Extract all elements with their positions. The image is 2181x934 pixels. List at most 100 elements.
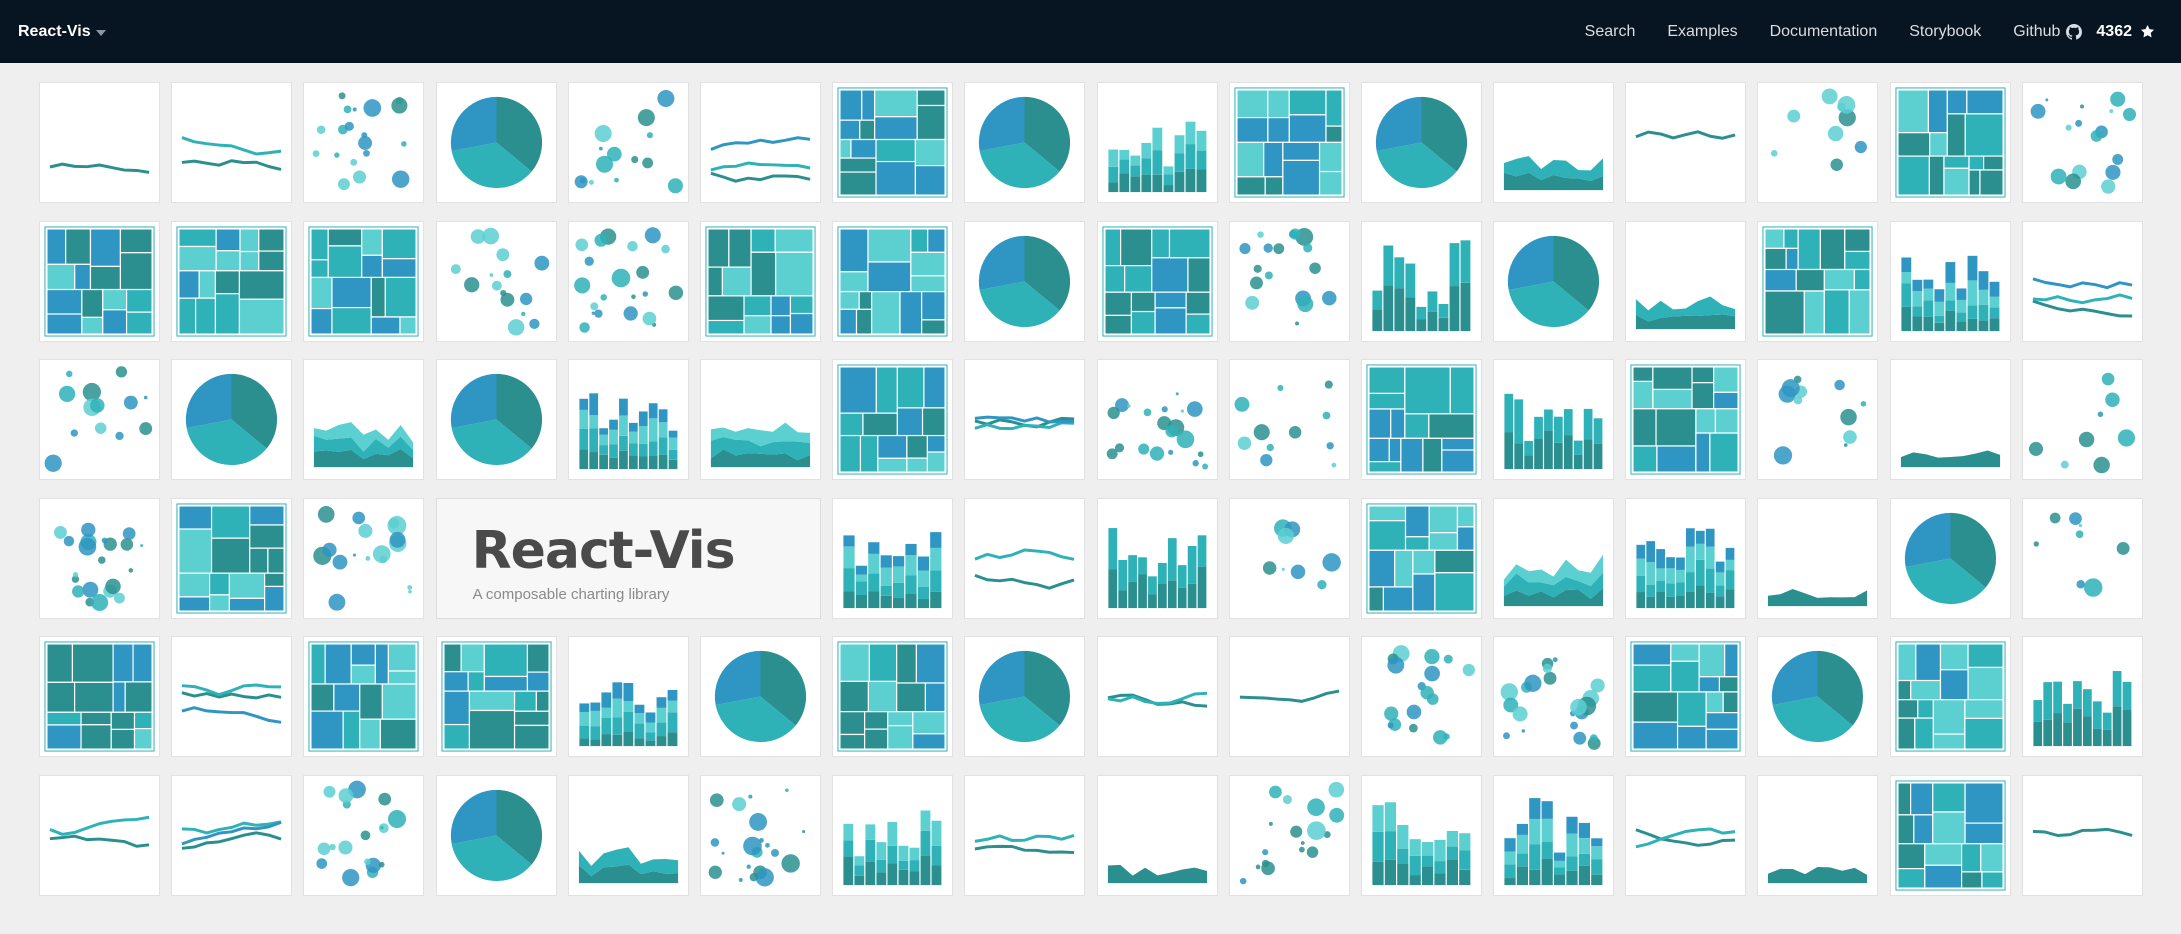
example-tile-treemap-chart[interactable]	[1228, 82, 1350, 203]
example-tile-treemap-chart[interactable]	[1360, 359, 1482, 480]
example-tile-treemap-chart[interactable]	[832, 220, 954, 342]
example-tile-line-chart[interactable]	[964, 497, 1086, 619]
example-tile-scatter-chart[interactable]	[2021, 359, 2143, 480]
example-tile-bar-chart[interactable]	[832, 497, 954, 619]
example-tile-bar-chart[interactable]	[1493, 359, 1615, 480]
example-tile-line-chart[interactable]	[964, 774, 1086, 896]
nav-storybook[interactable]: Storybook	[1909, 22, 1982, 40]
example-tile-line-chart[interactable]	[699, 82, 821, 203]
example-tile-bar-chart[interactable]	[2021, 636, 2143, 757]
example-tile-area-chart[interactable]	[699, 359, 821, 480]
brand-logo[interactable]: React-Vis	[18, 23, 91, 40]
example-tile-line-chart[interactable]	[39, 774, 160, 896]
example-tile-line-chart[interactable]	[171, 774, 293, 896]
example-tile-bar-chart[interactable]	[1360, 774, 1482, 896]
example-tile-scatter-chart[interactable]	[1360, 636, 1482, 757]
example-tile-pie-chart[interactable]	[1493, 220, 1615, 342]
example-tile-scatter-chart[interactable]	[1757, 359, 1879, 480]
example-tile-scatter-chart[interactable]	[303, 774, 425, 896]
example-tile-scatter-chart[interactable]	[303, 497, 425, 619]
example-tile-area-chart[interactable]	[1889, 359, 2011, 480]
example-tile-scatter-chart[interactable]	[1096, 359, 1218, 480]
example-tile-scatter-chart[interactable]	[39, 497, 160, 619]
example-tile-treemap-chart[interactable]	[171, 497, 293, 619]
example-tile-treemap-chart[interactable]	[435, 636, 557, 757]
example-tile-scatter-chart[interactable]	[39, 359, 160, 480]
example-tile-treemap-chart[interactable]	[1889, 82, 2011, 203]
example-tile-treemap-chart[interactable]	[171, 220, 293, 342]
nav-github[interactable]: Github	[2013, 23, 2083, 41]
example-tile-bar-chart[interactable]	[1360, 220, 1482, 342]
example-tile-pie-chart[interactable]	[435, 82, 557, 203]
example-tile-line-chart[interactable]	[1625, 82, 1747, 203]
example-tile-scatter-chart[interactable]	[1757, 82, 1879, 203]
github-stars[interactable]: 4362	[2096, 23, 2155, 41]
example-tile-treemap-chart[interactable]	[39, 220, 160, 342]
example-tile-pie-chart[interactable]	[171, 359, 293, 480]
example-tile-treemap-chart[interactable]	[699, 220, 821, 342]
example-tile-bar-chart[interactable]	[567, 636, 689, 757]
example-tile-scatter-chart[interactable]	[1228, 220, 1350, 342]
example-tile-line-chart[interactable]	[1625, 774, 1747, 896]
example-tile-treemap-chart[interactable]	[303, 636, 425, 757]
example-tile-scatter-chart[interactable]	[567, 220, 689, 342]
example-tile-bar-chart[interactable]	[1493, 774, 1615, 896]
nav-examples[interactable]: Examples	[1667, 22, 1738, 40]
example-tile-bar-chart[interactable]	[1889, 220, 2011, 342]
example-tile-area-chart[interactable]	[567, 774, 689, 896]
example-tile-line-chart[interactable]	[39, 82, 160, 203]
example-tile-scatter-chart[interactable]	[1228, 774, 1350, 896]
example-tile-line-chart[interactable]	[2021, 220, 2143, 342]
example-tile-pie-chart[interactable]	[1360, 82, 1482, 203]
example-tile-area-chart[interactable]	[303, 359, 425, 480]
example-tile-line-chart[interactable]	[1228, 636, 1350, 757]
example-tile-treemap-chart[interactable]	[1757, 220, 1879, 342]
example-tile-pie-chart[interactable]	[435, 774, 557, 896]
nav-search[interactable]: Search	[1584, 22, 1636, 40]
example-tile-treemap-chart[interactable]	[1625, 636, 1747, 757]
example-tile-bar-chart[interactable]	[832, 774, 954, 896]
example-tile-line-chart[interactable]	[1096, 636, 1218, 757]
example-tile-scatter-chart[interactable]	[435, 220, 557, 342]
example-tile-treemap-chart[interactable]	[1889, 636, 2011, 757]
example-tile-treemap-chart[interactable]	[1360, 497, 1482, 619]
example-tile-pie-chart[interactable]	[699, 636, 821, 757]
example-tile-area-chart[interactable]	[1757, 774, 1879, 896]
example-tile-treemap-chart[interactable]	[832, 636, 954, 757]
example-tile-pie-chart[interactable]	[435, 359, 557, 480]
example-tile-scatter-chart[interactable]	[2021, 82, 2143, 203]
example-tile-scatter-chart[interactable]	[1493, 636, 1615, 757]
example-tile-scatter-chart[interactable]	[1228, 497, 1350, 619]
example-tile-area-chart[interactable]	[1757, 497, 1879, 619]
nav-documentation[interactable]: Documentation	[1769, 22, 1878, 40]
example-tile-treemap-chart[interactable]	[832, 82, 954, 203]
example-tile-pie-chart[interactable]	[1889, 497, 2011, 619]
example-tile-scatter-chart[interactable]	[2021, 497, 2143, 619]
example-tile-scatter-chart[interactable]	[303, 82, 425, 203]
example-tile-scatter-chart[interactable]	[699, 774, 821, 896]
example-tile-treemap-chart[interactable]	[832, 359, 954, 480]
example-tile-treemap-chart[interactable]	[303, 220, 425, 342]
example-tile-area-chart[interactable]	[1493, 82, 1615, 203]
example-tile-bar-chart[interactable]	[1096, 82, 1218, 203]
example-tile-pie-chart[interactable]	[964, 636, 1086, 757]
example-tile-area-chart[interactable]	[1096, 774, 1218, 896]
example-tile-scatter-chart[interactable]	[1228, 359, 1350, 480]
example-tile-bar-chart[interactable]	[1096, 497, 1218, 619]
example-tile-line-chart[interactable]	[2021, 774, 2143, 896]
example-tile-line-chart[interactable]	[171, 636, 293, 757]
example-tile-pie-chart[interactable]	[1757, 636, 1879, 757]
example-tile-line-chart[interactable]	[171, 82, 293, 203]
example-tile-pie-chart[interactable]	[964, 220, 1086, 342]
example-tile-bar-chart[interactable]	[1625, 497, 1747, 619]
example-tile-treemap-chart[interactable]	[39, 636, 160, 757]
example-tile-treemap-chart[interactable]	[1889, 774, 2011, 896]
example-tile-pie-chart[interactable]	[964, 82, 1086, 203]
example-tile-treemap-chart[interactable]	[1096, 220, 1218, 342]
example-tile-area-chart[interactable]	[1625, 220, 1747, 342]
example-tile-treemap-chart[interactable]	[1625, 359, 1747, 480]
brand-dropdown-caret-icon[interactable]	[96, 30, 106, 36]
example-tile-area-chart[interactable]	[1493, 497, 1615, 619]
example-tile-line-chart[interactable]	[964, 359, 1086, 480]
example-tile-bar-chart[interactable]	[567, 359, 689, 480]
